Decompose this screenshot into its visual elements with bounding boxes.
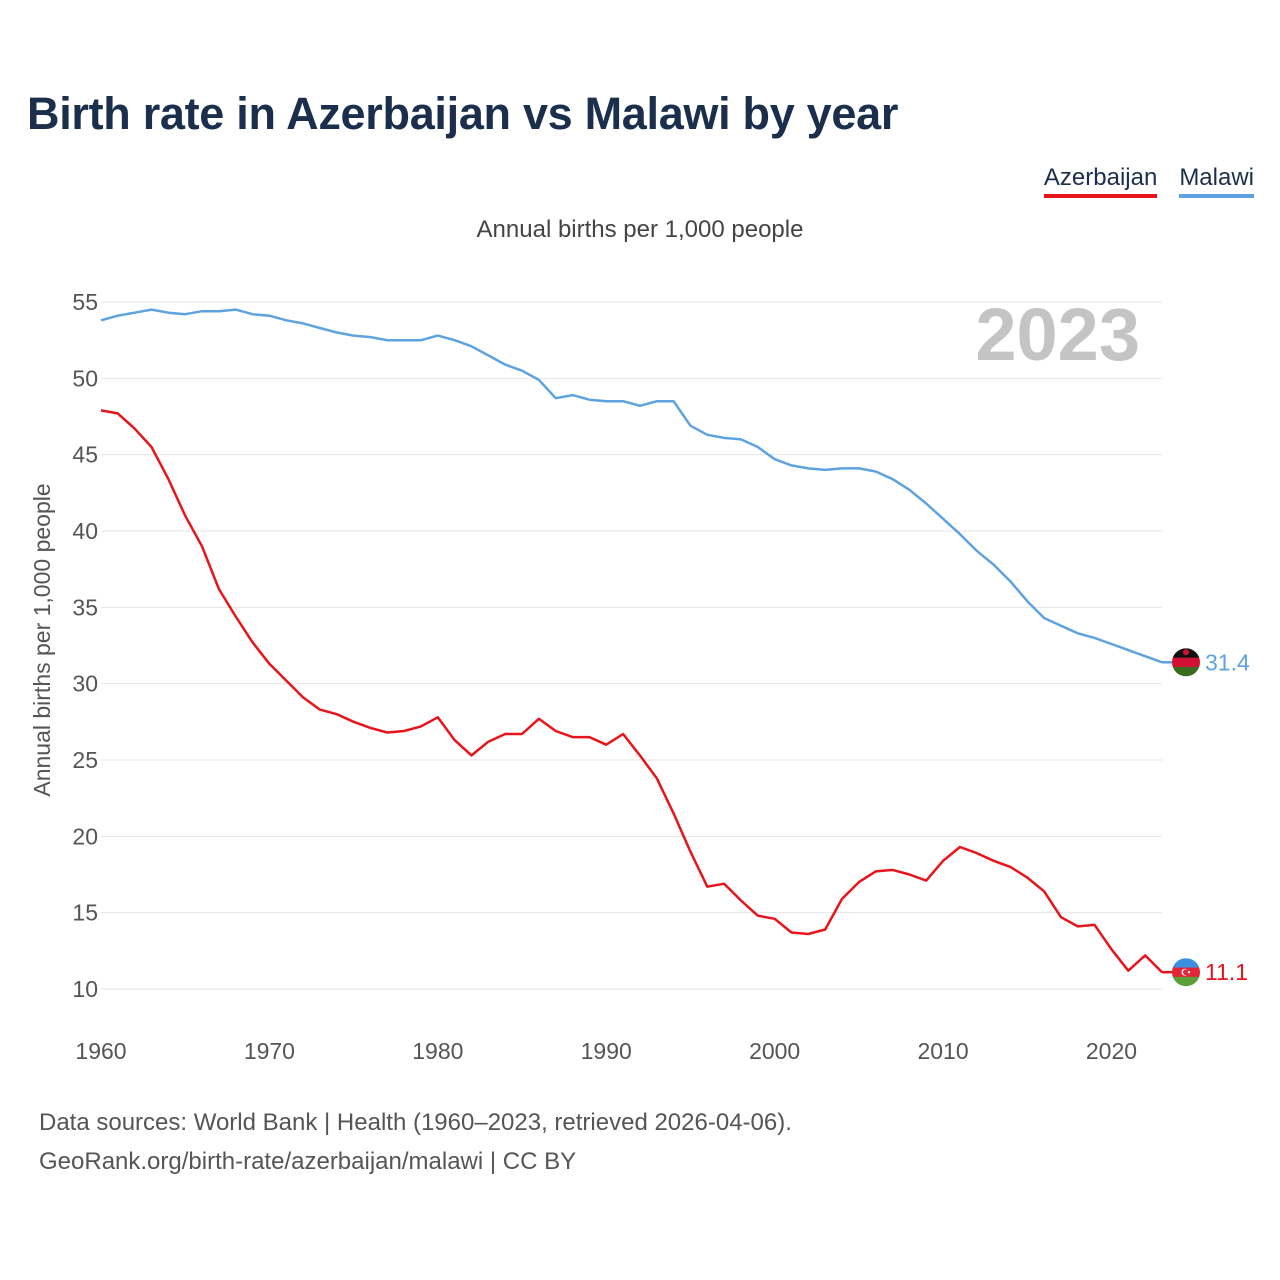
x-tick-label: 2020 (1086, 1038, 1137, 1064)
x-tick-label: 1990 (581, 1038, 632, 1064)
y-tick-label: 55 (72, 289, 98, 315)
end-value-label-azerbaijan: 11.1 (1205, 959, 1248, 985)
y-tick-label: 25 (72, 747, 98, 773)
y-tick-label: 10 (72, 976, 98, 1002)
year-watermark: 2023 (975, 293, 1140, 376)
x-tick-label: 1960 (75, 1038, 126, 1064)
footer-source: Data sources: World Bank | Health (1960–… (39, 1109, 792, 1136)
x-tick-label: 1970 (244, 1038, 295, 1064)
x-tick-label: 2000 (749, 1038, 800, 1064)
malawi-flag-icon (1172, 648, 1200, 677)
x-tick-label: 1980 (412, 1038, 463, 1064)
series-lines (100, 308, 1172, 974)
y-tick-label: 15 (72, 900, 98, 926)
gridlines (101, 301, 1162, 990)
y-tick-label: 45 (72, 442, 98, 468)
x-tick-label: 2010 (917, 1038, 968, 1064)
series-line-malawi[interactable] (100, 308, 1163, 664)
footer-link[interactable]: GeoRank.org/birth-rate/azerbaijan/malawi… (39, 1148, 577, 1175)
legend: Azerbaijan Malawi (1043, 164, 1254, 198)
legend-item-azerbaijan[interactable]: Azerbaijan (1043, 164, 1158, 198)
y-tick-label: 40 (72, 518, 98, 544)
y-axis-label: Annual births per 1,000 people (29, 483, 55, 796)
end-value-label-malawi: 31.4 (1205, 649, 1250, 675)
y-tick-label: 20 (72, 823, 98, 849)
y-tick-label: 50 (72, 365, 98, 391)
azerbaijan-flag-icon (1172, 958, 1200, 987)
end-markers: 11.1 31.4 (1172, 648, 1250, 987)
y-tick-label: 30 (72, 671, 98, 697)
chart-subtitle: Annual births per 1,000 people (476, 216, 804, 243)
series-line-azerbaijan[interactable] (100, 409, 1163, 974)
footer: Data sources: World Bank | Health (1960–… (39, 1103, 792, 1181)
axis-ticks: 10 15 20 25 30 35 40 45 50 55 1960 1970 1980 1990 2000… (72, 289, 1137, 1064)
legend-item-malawi[interactable]: Malawi (1179, 164, 1254, 198)
chart-title: Birth rate in Azerbaijan vs Malawi by ye… (27, 88, 899, 139)
y-tick-label: 35 (72, 594, 98, 620)
